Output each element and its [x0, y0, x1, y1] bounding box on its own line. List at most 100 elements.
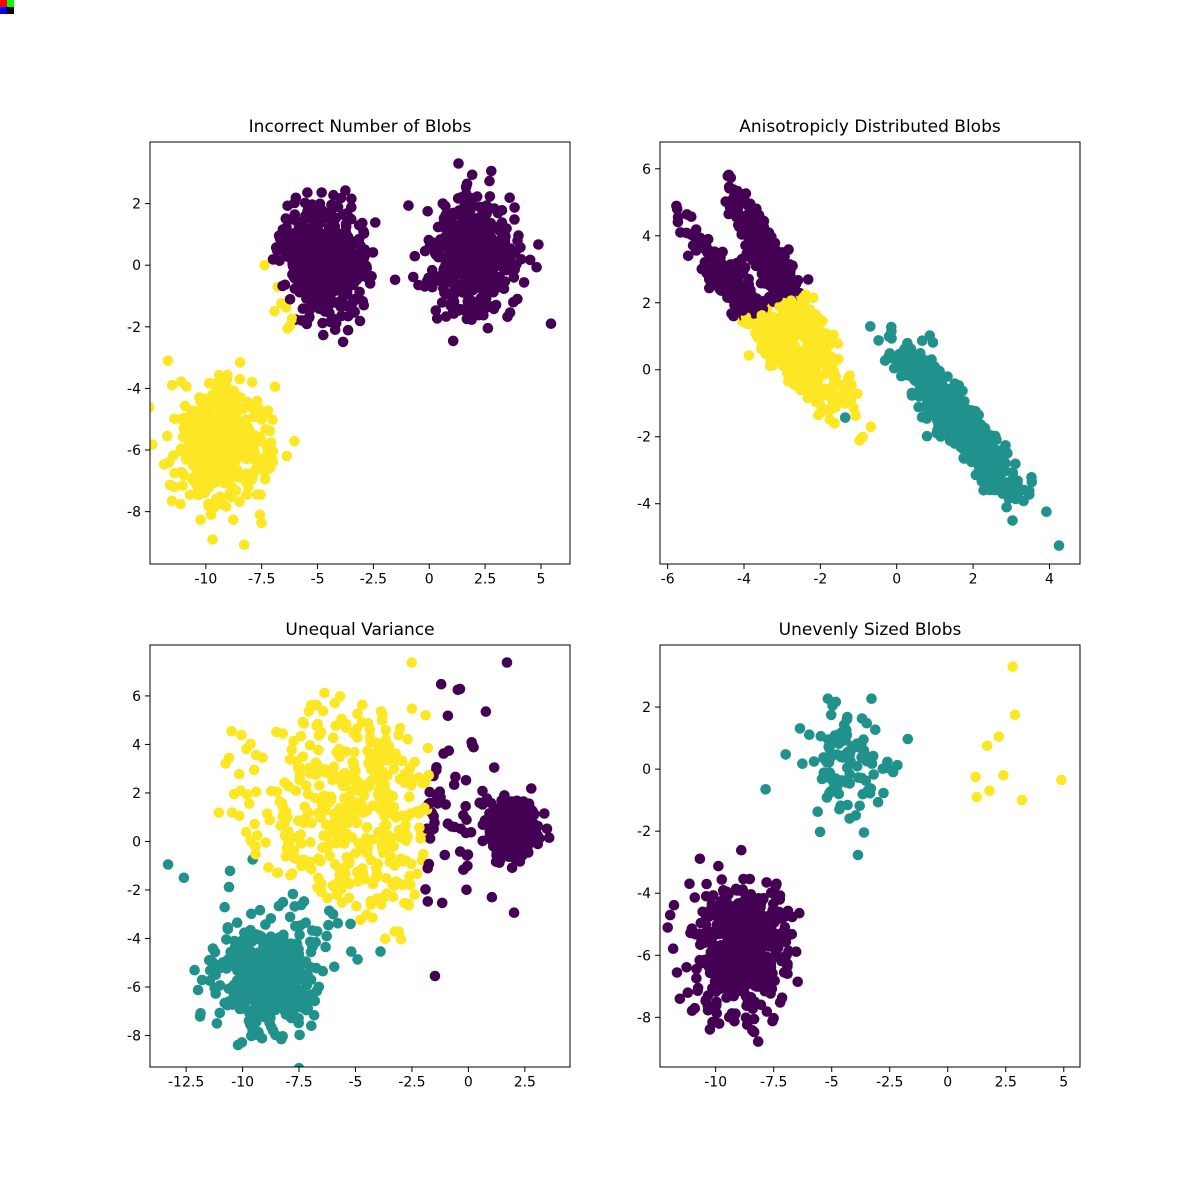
scatter-point [317, 965, 329, 977]
scatter-point [842, 385, 854, 397]
scatter-point [286, 744, 298, 756]
scatter-point [352, 732, 363, 743]
scatter-point [383, 740, 395, 752]
scatter-point [334, 865, 346, 876]
scatter-point [263, 957, 274, 969]
scatter-point [302, 187, 313, 198]
scatter-point [390, 748, 401, 759]
scatter-point [241, 489, 252, 501]
scatter-point [234, 496, 245, 508]
scatter-point [916, 335, 928, 347]
scatter-point [964, 433, 976, 444]
scatter-point [194, 392, 205, 403]
scatter-point [479, 219, 490, 230]
scatter-point [514, 825, 526, 837]
scatter-point [328, 313, 339, 325]
scatter-point [162, 355, 174, 367]
scatter-point [691, 972, 702, 984]
scatter-point [411, 868, 423, 879]
scatter-point [275, 820, 286, 831]
scatter-point [416, 777, 428, 789]
scatter-point [337, 769, 349, 781]
scatter-point [352, 954, 363, 965]
scatter-point [442, 710, 454, 722]
scatter-point [511, 795, 523, 807]
scatter-point [672, 211, 684, 223]
scatter-point [827, 381, 839, 392]
scatter-point [431, 762, 442, 773]
scatter-point [243, 422, 254, 434]
scatter-point [667, 943, 679, 954]
scatter-point [365, 854, 377, 866]
y-tick-label: -4 [127, 381, 141, 397]
scatter-point [218, 377, 229, 389]
scatter-point [315, 726, 327, 738]
scatter-point [384, 856, 396, 868]
scatter-point [169, 413, 180, 425]
scatter-point [786, 911, 798, 923]
scatter-point [264, 814, 275, 826]
scatter-point [263, 862, 274, 873]
scatter-point [767, 356, 778, 368]
scatter-point [530, 827, 542, 838]
scatter-point [387, 891, 399, 902]
scatter-point [810, 309, 822, 320]
scatter-point [325, 794, 337, 806]
scatter-point [432, 798, 443, 809]
scatter-point [464, 286, 475, 297]
scatter-point [315, 856, 326, 867]
scatter-point [320, 804, 331, 816]
scatter-point [524, 254, 536, 266]
scatter-point [370, 217, 381, 228]
scatter-point [736, 844, 747, 856]
scatter-point [380, 724, 392, 736]
scatter-point [329, 234, 341, 246]
scatter-point [763, 265, 775, 277]
scatter-point [166, 495, 178, 507]
scatter-point [765, 345, 777, 357]
scatter-point [441, 264, 452, 275]
scatter-point [783, 244, 794, 255]
scatter-point [224, 487, 236, 499]
scatter-point [458, 259, 469, 270]
scatter-point [250, 981, 262, 992]
scatter-point [185, 405, 197, 417]
scatter-point [977, 435, 989, 447]
y-tick-label: -4 [637, 497, 651, 513]
scatter-point [460, 208, 472, 220]
scatter-point [284, 911, 296, 923]
scatter-point [203, 955, 215, 966]
scatter-point [269, 381, 281, 393]
scatter-point [898, 350, 910, 361]
scatter-point [406, 703, 418, 714]
scatter-point [330, 828, 341, 840]
scatter-point [348, 307, 360, 318]
scatter-point [235, 785, 246, 796]
scatter-point [488, 278, 500, 290]
scatter-point [403, 200, 414, 211]
scatter-point [300, 917, 312, 928]
scatter-point [406, 657, 418, 668]
y-tick-label: 0 [642, 363, 651, 379]
scatter-point [367, 912, 378, 924]
scatter-point [404, 791, 415, 803]
scatter-point [329, 697, 341, 709]
scatter-point [422, 206, 434, 217]
x-tick-label: -5 [348, 1075, 362, 1091]
scatter-point [213, 498, 225, 510]
scatter-point [183, 417, 194, 428]
scatter-point [290, 192, 302, 204]
scatter-point [501, 657, 513, 668]
scatter-point [778, 333, 789, 345]
scatter-point [694, 853, 706, 865]
scatter-point [213, 807, 225, 818]
scatter-point [475, 258, 487, 269]
scatter-point [393, 729, 405, 741]
scatter-point [484, 175, 495, 187]
scatter-point [810, 396, 822, 408]
scatter-point [319, 687, 330, 699]
scatter-point [237, 403, 248, 415]
scatter-point [820, 346, 832, 357]
scatter-point [275, 233, 286, 245]
